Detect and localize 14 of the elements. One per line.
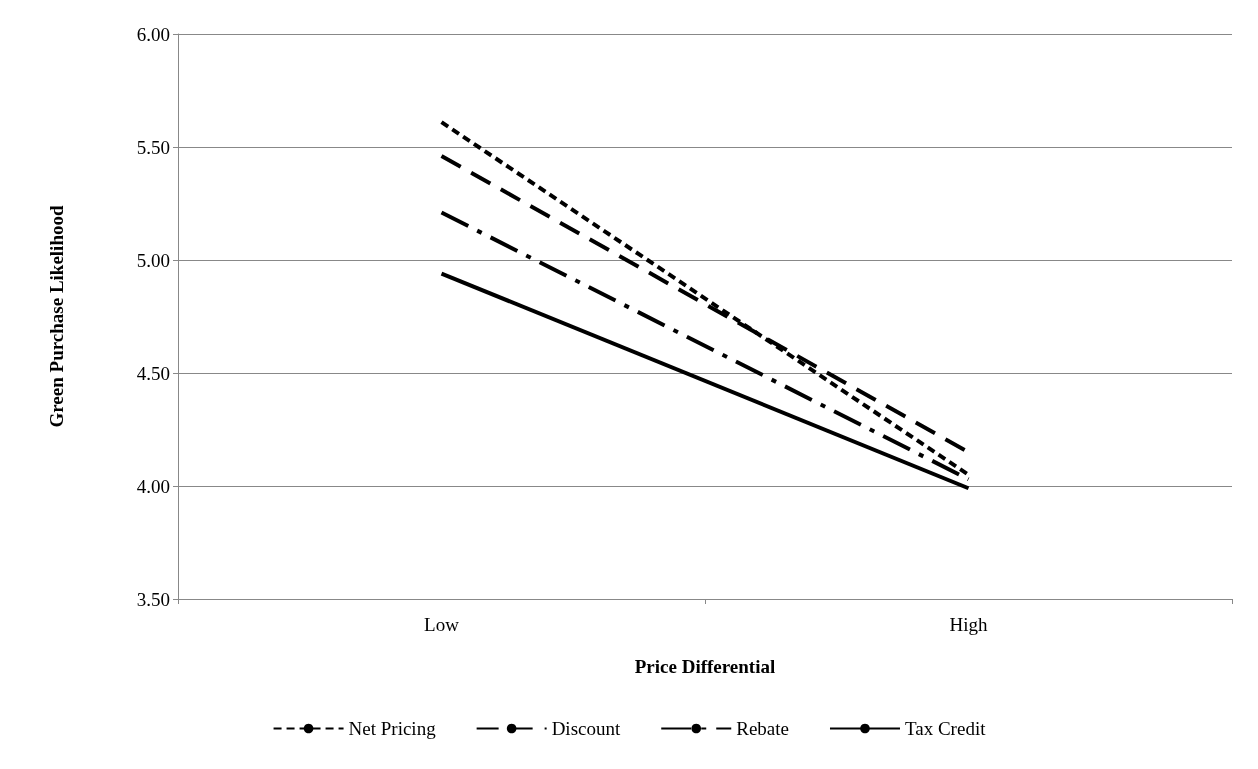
legend-label: Discount: [551, 718, 621, 739]
y-tick-label: 6.00: [136, 23, 170, 45]
x-tick-label: Low: [424, 614, 460, 635]
y-tick-label: 4.50: [136, 362, 170, 384]
y-tick-label: 5.50: [136, 136, 170, 158]
x-axis-title: Price Differential: [634, 656, 776, 677]
y-axis-title: Green Purchase Likelihood: [46, 205, 67, 428]
y-tick-label: 3.50: [136, 588, 170, 610]
legend-label: Tax Credit: [904, 718, 987, 739]
x-tick-label: High: [949, 614, 988, 635]
legend-label: Net Pricing: [348, 718, 437, 739]
legend-label: Rebate: [736, 718, 789, 739]
y-tick-label: 4.00: [136, 475, 170, 497]
y-tick-label: 5.00: [136, 249, 170, 271]
